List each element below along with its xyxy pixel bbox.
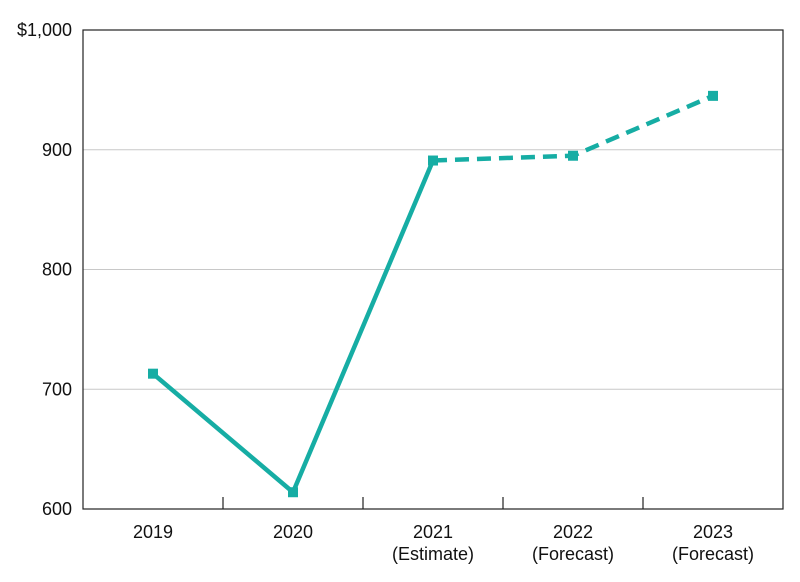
data-point-marker — [428, 155, 438, 166]
gridlines — [83, 149, 783, 390]
x-tick-label: 2021 (Estimate) — [392, 522, 474, 564]
x-tick-label-line: (Forecast) — [672, 544, 754, 564]
x-tick-label-line: 2019 — [133, 522, 173, 542]
x-tick-label-line: (Estimate) — [392, 544, 474, 564]
x-tick-label: 2019 — [133, 522, 173, 542]
plot-border — [82, 29, 784, 510]
data-point-marker — [568, 150, 578, 161]
y-tick-label: 800 — [42, 260, 72, 280]
data-point-marker — [708, 90, 718, 101]
x-tick-label-line: 2023 — [693, 522, 733, 542]
x-tick-label-line: 2020 — [273, 522, 313, 542]
data-point-marker — [288, 487, 298, 498]
x-tick-label-line: (Forecast) — [532, 544, 614, 564]
y-tick-label: 700 — [42, 379, 72, 399]
plot-frame — [82, 29, 784, 510]
series-markers — [148, 90, 718, 498]
x-tick-label: 2020 — [273, 522, 313, 542]
data-point-marker — [148, 368, 158, 379]
y-axis-tick-labels: 600 700 800 900 $1,000 — [17, 20, 72, 519]
x-tick-label: 2023 (Forecast) — [672, 522, 754, 564]
y-tick-label: 600 — [42, 499, 72, 519]
y-tick-label: 900 — [42, 140, 72, 160]
x-tick-label-line: 2021 — [413, 522, 453, 542]
x-tick-label: 2022 (Forecast) — [532, 522, 614, 564]
series-line-solid — [150, 158, 436, 495]
y-tick-label: $1,000 — [17, 20, 72, 40]
x-tick-label-line: 2022 — [553, 522, 593, 542]
series-lines — [150, 93, 714, 495]
x-axis-tick-labels: 2019 2020 2021 (Estimate)2022 (Forecast)2023… — [133, 522, 754, 564]
